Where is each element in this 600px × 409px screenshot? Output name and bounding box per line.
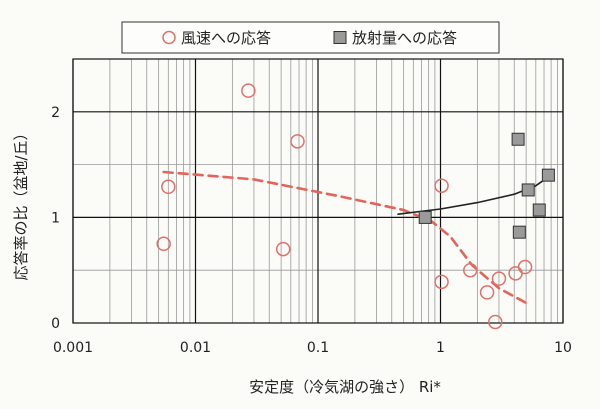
trend-line-radiation <box>397 174 552 215</box>
data-point-wind <box>161 179 176 195</box>
data-point-radiation <box>541 168 555 182</box>
y-tick-label: 0 <box>51 316 60 332</box>
trend-lines <box>162 170 552 306</box>
x-axis-label: 安定度（冷気湖の強さ） Ri* <box>249 378 441 396</box>
x-tick-label: 0.1 <box>307 340 329 356</box>
x-tick-label: 0.01 <box>180 340 211 356</box>
x-tick-label: 10 <box>554 340 572 356</box>
data-point-wind <box>488 314 503 330</box>
data-point-radiation <box>532 203 546 217</box>
legend-marker-wind <box>162 30 176 45</box>
legend: 風速への応答 放射量への応答 <box>121 21 500 54</box>
data-point-radiation <box>418 210 432 224</box>
data-point-radiation <box>521 183 535 197</box>
data-point-wind <box>479 285 495 300</box>
legend-marker-radiation <box>333 31 347 44</box>
legend-label-radiation: 放射量への応答 <box>352 29 457 47</box>
legend-label-wind: 風速への応答 <box>181 29 271 47</box>
data-point-wind <box>241 83 256 98</box>
data-point-wind <box>517 259 533 275</box>
data-points <box>156 83 555 330</box>
x-axis-ticks: 0.001 0.01 0.1 1 10 <box>53 340 572 356</box>
data-point-wind <box>434 274 449 290</box>
minor-gridlines <box>73 59 563 323</box>
data-point-radiation <box>512 225 526 239</box>
plot-area <box>72 58 564 324</box>
x-tick-label: 0.001 <box>53 340 93 356</box>
data-point-radiation <box>511 132 525 146</box>
legend-box <box>121 21 500 54</box>
y-tick-label: 1 <box>51 210 60 226</box>
data-point-wind <box>491 271 507 286</box>
trend-line-wind <box>162 170 530 306</box>
y-axis-ticks: 0 1 2 <box>51 105 60 332</box>
data-point-wind <box>156 236 171 252</box>
data-point-wind <box>508 266 523 281</box>
data-point-wind <box>290 134 305 149</box>
data-point-wind <box>275 241 291 257</box>
y-tick-label: 2 <box>51 105 60 121</box>
data-point-wind <box>463 262 478 278</box>
x-tick-label: 1 <box>436 340 445 356</box>
data-point-wind <box>434 178 449 193</box>
y-axis-label: 応答率の比（盆地/丘） <box>12 125 30 280</box>
